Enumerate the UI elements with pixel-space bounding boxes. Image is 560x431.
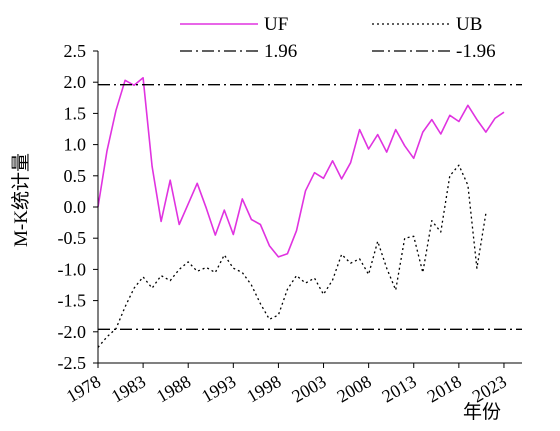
series-line-ub [97,164,487,348]
legend-item: UF [180,14,288,35]
x-tick-label: 1998 [243,371,284,406]
legend-label: 1.96 [264,41,297,62]
legend: UF UB 1.96 -1.96 [180,14,496,62]
x-axis-label: 年份 [463,401,501,423]
legend-item: UB [372,14,482,35]
axes: 2.52.01.51.00.50.0-0.5-1.0-1.5-2.0-2.519… [58,41,522,406]
x-tick-label: 2003 [288,371,329,406]
y-tick-label: 1.0 [64,135,87,155]
y-tick-label: -2.0 [58,322,87,342]
y-tick-label: 1.5 [64,103,87,123]
x-tick-label: 2008 [333,371,374,406]
series-line-uf [97,77,505,258]
y-tick-label: -1.0 [58,259,87,279]
legend-label: -1.96 [456,41,496,62]
legend-item: -1.96 [372,41,496,62]
y-tick-label: -1.5 [58,291,87,311]
y-tick-label: -0.5 [58,228,87,248]
y-tick-label: -2.5 [58,353,87,373]
x-tick-label: 2013 [379,371,420,406]
x-tick-label: 1988 [153,371,194,406]
legend-label: UB [456,14,482,35]
y-tick-label: 2.5 [64,41,87,61]
y-axis-label: M-K统计量 [10,153,32,247]
legend-item: 1.96 [180,41,297,62]
y-tick-label: 2.0 [64,72,87,92]
y-tick-label: 0.5 [64,166,87,186]
plot-area [97,77,522,348]
x-tick-label: 1983 [108,371,149,406]
y-tick-label: 0.0 [64,197,87,217]
x-tick-label: 1993 [198,371,239,406]
x-tick-label: 1978 [63,371,104,406]
legend-label: UF [264,14,288,35]
x-tick-label: 2018 [424,371,465,406]
